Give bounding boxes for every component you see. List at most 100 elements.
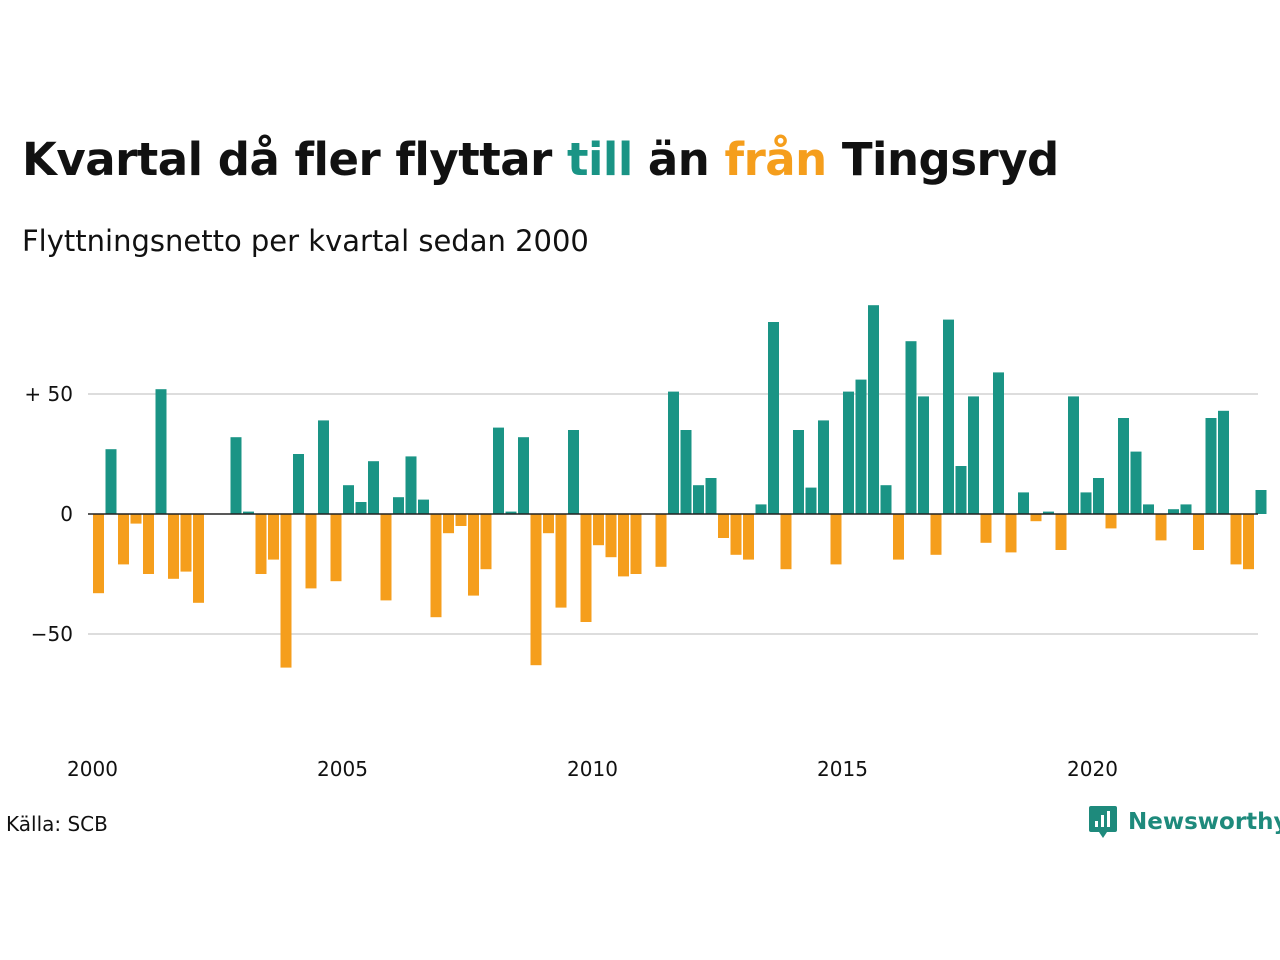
bar (630, 514, 642, 574)
bar (768, 322, 779, 514)
bar (718, 514, 729, 538)
bar (743, 514, 754, 560)
bar (1118, 418, 1129, 514)
bar (1055, 514, 1067, 550)
title-keyword-till: till (566, 133, 633, 186)
bar (993, 372, 1004, 514)
bar (318, 420, 329, 514)
x-tick-label: 2020 (1067, 757, 1118, 781)
bar (1230, 514, 1242, 565)
bar (255, 514, 267, 574)
bar (1205, 418, 1217, 514)
bar (393, 497, 404, 514)
bar (505, 511, 517, 514)
bar (543, 514, 554, 534)
bar (893, 514, 904, 560)
bar (330, 514, 342, 582)
bar (868, 305, 879, 514)
bar (193, 514, 204, 603)
bar (118, 514, 129, 565)
bar (443, 514, 454, 534)
bar (593, 514, 604, 546)
bar (355, 502, 367, 514)
bar (1005, 514, 1017, 553)
bar (805, 487, 817, 514)
bar (480, 514, 492, 570)
bar (668, 391, 679, 514)
x-tick-label: 2005 (317, 757, 368, 781)
bar (243, 511, 254, 514)
source-note: Källa: SCB (6, 812, 108, 836)
bar (1043, 511, 1054, 514)
title-part-c: än (632, 133, 725, 186)
bar (418, 499, 429, 514)
bar (680, 430, 692, 514)
bar (655, 514, 667, 567)
x-tick-label: 2000 (67, 757, 118, 781)
bars (93, 305, 1267, 668)
bar (280, 514, 292, 668)
title-keyword-fran: från (724, 133, 828, 186)
bar (843, 391, 854, 514)
bar (580, 514, 592, 622)
bar (618, 514, 629, 577)
bar (1143, 504, 1154, 514)
bar (1068, 396, 1079, 514)
bar (555, 514, 567, 608)
x-tick-label: 2015 (817, 757, 868, 781)
bar (305, 514, 317, 589)
bar (1193, 514, 1204, 550)
bar (880, 485, 892, 514)
bar (1080, 492, 1092, 514)
bar (530, 514, 542, 666)
y-tick-label: 0 (60, 502, 73, 526)
chart-subtitle: Flyttningsnetto per kvartal sedan 2000 (22, 224, 589, 258)
bar (855, 379, 867, 514)
bar (1093, 478, 1104, 514)
bar (1155, 514, 1167, 541)
bar (905, 341, 917, 514)
bar (1218, 410, 1229, 514)
y-tick-label: + 50 (24, 382, 73, 406)
bar (1255, 490, 1267, 514)
bar (430, 514, 442, 618)
bar (368, 461, 379, 514)
bar (943, 319, 954, 514)
bar (518, 437, 529, 514)
bar (380, 514, 392, 601)
brand-name: Newsworthy (1128, 809, 1280, 835)
newsworthy-logo: Newsworthy (1088, 804, 1280, 840)
bar (693, 485, 704, 514)
title-part-e: Tingsryd (826, 133, 1059, 186)
bar (780, 514, 792, 570)
bar (755, 504, 767, 514)
bar (268, 514, 279, 560)
bar (168, 514, 179, 579)
bar (468, 514, 479, 596)
bar (793, 430, 804, 514)
x-tick-label: 2010 (567, 757, 618, 781)
bar (143, 514, 154, 574)
bar (980, 514, 992, 543)
bar (93, 514, 104, 594)
y-tick-label: −50 (31, 622, 73, 646)
bar (130, 514, 142, 524)
bar (1130, 451, 1142, 514)
bar (930, 514, 942, 555)
bar (918, 396, 929, 514)
bar (818, 420, 829, 514)
newsworthy-logo-icon (1089, 806, 1117, 838)
bar (955, 466, 967, 514)
bar (493, 427, 504, 514)
bar (293, 454, 304, 514)
bar (455, 514, 467, 526)
bar (730, 514, 742, 555)
bar (180, 514, 192, 572)
bar (105, 449, 117, 514)
bar (155, 389, 167, 514)
bar (343, 485, 354, 514)
bar (605, 514, 617, 558)
bar (1180, 504, 1192, 514)
bar (230, 437, 242, 514)
